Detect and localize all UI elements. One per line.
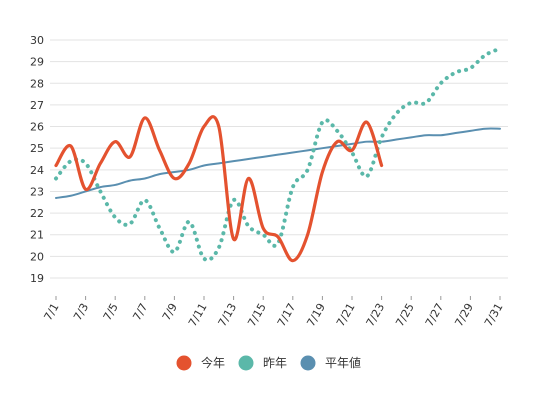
y-tick-label: 19 [30,272,44,285]
y-tick-label: 29 [30,56,44,69]
x-tick-label: 7/1 [41,301,61,323]
x-tick-label: 7/31 [482,301,506,329]
x-tick-label: 7/19 [304,301,328,329]
x-tick-label: 7/7 [130,301,150,323]
x-tick-label: 7/11 [186,301,210,329]
x-tick-label: 7/29 [452,301,476,329]
x-tick-label: 7/9 [160,301,180,323]
legend-label-normal: 平年値 [325,355,361,370]
legend-label-last-year: 昨年 [263,356,287,370]
x-tick-label: 7/15 [245,301,269,329]
y-tick-label: 30 [30,34,44,47]
y-tick-label: 22 [30,207,44,220]
x-tick-label: 7/17 [275,301,299,329]
series-lines [54,46,502,263]
x-tick-label: 7/21 [334,301,358,329]
y-tick-label: 27 [30,99,44,112]
legend-swatch-normal [300,355,316,371]
y-tick-label: 21 [30,229,44,242]
x-axis: 7/1 7/3 7/5 7/7 7/9 7/11 7/13 7/15 7/17 7/19 7/21 7… [41,296,506,329]
y-tick-label: 25 [30,142,44,155]
y-tick-label: 26 [30,121,44,134]
x-tick-label: 7/23 [364,301,388,329]
y-tick-label: 24 [30,164,44,177]
y-tick-label: 23 [30,185,44,198]
legend: 今年 昨年 平年値 [176,355,361,371]
legend-swatch-last-year [238,355,254,371]
x-tick-label: 7/25 [393,301,417,329]
series-line-this-year [54,115,384,263]
x-tick-label: 7/5 [101,301,121,323]
series-line-normal [55,127,501,199]
y-axis: 19 20 21 22 23 24 25 26 27 28 29 30 [30,34,44,285]
legend-label-this-year: 今年 [201,355,225,370]
y-tick-label: 20 [30,250,44,263]
legend-swatch-this-year [176,355,192,371]
x-tick-label: 7/13 [216,301,240,329]
y-tick-label: 28 [30,77,44,90]
x-tick-label: 7/3 [71,301,91,323]
grid-lines [50,39,508,279]
x-tick-label: 7/27 [423,301,447,329]
